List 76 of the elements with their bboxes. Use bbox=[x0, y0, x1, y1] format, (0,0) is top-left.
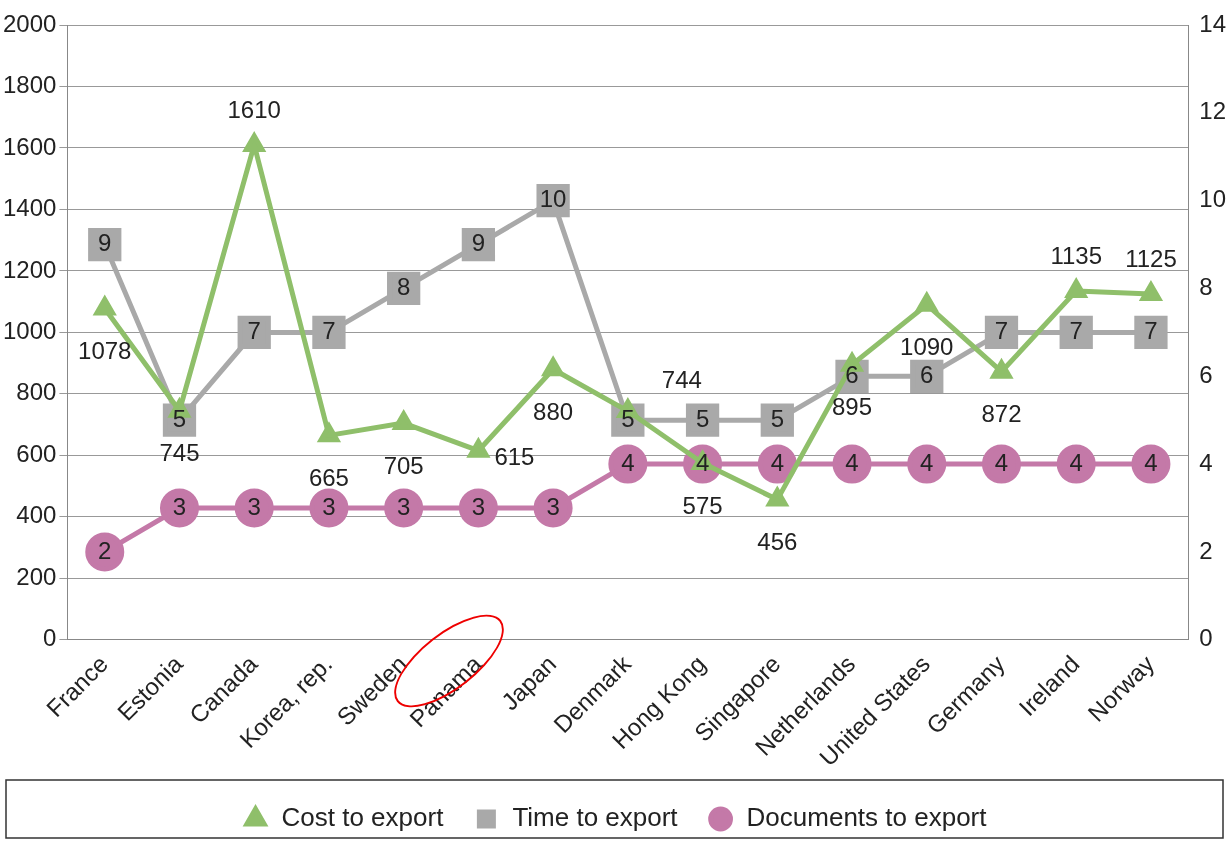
data-label: 3 bbox=[322, 492, 336, 520]
legend-label: Cost to export bbox=[281, 802, 445, 833]
data-label: 4 bbox=[845, 448, 859, 476]
data-label: 4 bbox=[770, 448, 784, 476]
data-label: 575 bbox=[682, 491, 723, 519]
y2-tick-label: 0 bbox=[1199, 624, 1213, 652]
y2-tick-label: 12 bbox=[1199, 97, 1227, 125]
data-label: 5 bbox=[172, 404, 187, 432]
y2-tick-label: 8 bbox=[1199, 273, 1213, 301]
point bbox=[1065, 279, 1087, 298]
data-label: 615 bbox=[494, 443, 535, 471]
data-label: 7 bbox=[1144, 317, 1158, 344]
data-label: 4 bbox=[695, 448, 710, 476]
point bbox=[1140, 282, 1162, 301]
data-label: 4 bbox=[1069, 448, 1083, 476]
y2-tick-label: 2 bbox=[1199, 536, 1213, 564]
data-label: 1135 bbox=[1050, 241, 1103, 269]
y-tick-label: 0 bbox=[43, 624, 57, 652]
data-label: 7 bbox=[322, 317, 336, 344]
data-label: 4 bbox=[621, 448, 635, 476]
data-label: 3 bbox=[172, 492, 187, 520]
point bbox=[916, 293, 938, 312]
y2-tick-label: 4 bbox=[1199, 448, 1213, 476]
data-label: 1610 bbox=[227, 95, 281, 123]
data-label: 8 bbox=[396, 273, 411, 301]
data-label: 3 bbox=[471, 492, 486, 520]
y-tick-label: 1400 bbox=[3, 194, 57, 222]
data-label: 3 bbox=[396, 492, 411, 520]
data-label: 7 bbox=[994, 317, 1009, 344]
data-label: 745 bbox=[159, 439, 200, 467]
y2-tick-label: 10 bbox=[1199, 185, 1227, 213]
data-label: 9 bbox=[98, 229, 112, 257]
y-tick-label: 1800 bbox=[3, 71, 57, 99]
y-tick-label: 200 bbox=[16, 562, 57, 590]
point bbox=[243, 133, 265, 152]
data-label: 7 bbox=[247, 317, 261, 344]
data-label: 5 bbox=[770, 404, 784, 432]
data-label: 10 bbox=[539, 185, 567, 213]
data-label: 705 bbox=[383, 451, 424, 479]
legend-label: Documents to export bbox=[746, 802, 988, 833]
point bbox=[541, 355, 564, 377]
data-label: 4 bbox=[994, 448, 1009, 476]
data-label: 665 bbox=[308, 463, 349, 491]
point bbox=[991, 360, 1012, 379]
data-label: 4 bbox=[1144, 448, 1158, 476]
y2-tick-label: 14 bbox=[1199, 9, 1227, 37]
data-label: 6 bbox=[920, 360, 934, 388]
data-label: 1090 bbox=[900, 333, 954, 361]
y-tick-label: 1600 bbox=[3, 132, 57, 160]
data-label: 5 bbox=[621, 404, 635, 432]
data-label: 880 bbox=[533, 397, 574, 425]
legend-label: Time to export bbox=[512, 802, 679, 833]
data-label: 1125 bbox=[1125, 244, 1177, 272]
y-tick-label: 1200 bbox=[3, 255, 57, 283]
y-tick-label: 1000 bbox=[3, 317, 57, 344]
data-label: 9 bbox=[471, 229, 486, 257]
y-tick-label: 2000 bbox=[3, 9, 57, 37]
data-label: 3 bbox=[247, 492, 261, 520]
data-label: 456 bbox=[757, 528, 798, 556]
data-label: 3 bbox=[546, 492, 560, 520]
point bbox=[468, 439, 489, 458]
y-tick-label: 800 bbox=[16, 378, 57, 406]
y2-tick-label: 6 bbox=[1199, 360, 1213, 388]
data-label: 5 bbox=[695, 404, 710, 432]
point bbox=[317, 421, 341, 443]
data-label: 7 bbox=[1069, 317, 1083, 344]
data-label: 1078 bbox=[78, 337, 132, 365]
point bbox=[391, 409, 415, 431]
y-tick-label: 400 bbox=[16, 501, 57, 529]
y-tick-label: 600 bbox=[16, 439, 57, 467]
data-label: 872 bbox=[981, 400, 1022, 428]
data-label: 6 bbox=[845, 360, 859, 388]
data-label: 4 bbox=[920, 448, 934, 476]
data-label: 2 bbox=[98, 536, 112, 564]
data-label: 895 bbox=[832, 393, 873, 421]
data-label: 744 bbox=[661, 365, 702, 393]
